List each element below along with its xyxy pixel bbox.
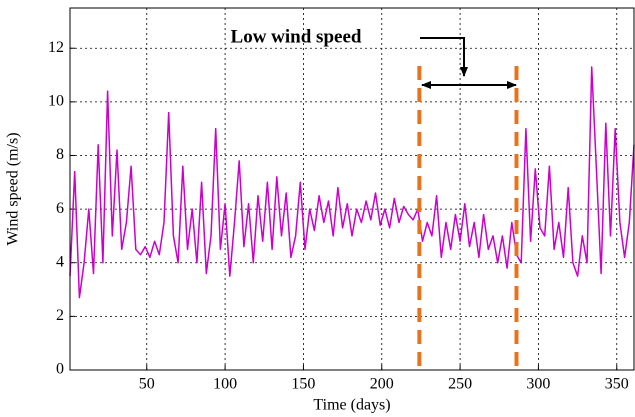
x-tick-label: 350 [605,376,629,393]
y-tick-label: 10 [48,93,64,110]
y-axis-label: Wind speed (m/s) [5,132,22,245]
wind-speed-line [69,66,635,299]
annotation: Low wind speed [231,26,362,47]
x-tick-label: 100 [213,376,237,393]
x-tick-label: 150 [291,376,315,393]
y-tick-label: 6 [56,200,64,217]
x-tick-label: 200 [370,376,394,393]
plot-frame [69,7,635,371]
x-axis-label: Time (days) [313,397,390,414]
y-tick-label: 4 [56,253,64,270]
y-tick-label: 2 [56,307,64,324]
y-tick-label: 0 [56,361,64,378]
x-tick-label: 300 [526,376,550,393]
x-tick-label: 50 [139,376,155,393]
x-tick-label: 250 [448,376,472,393]
y-tick-label: 12 [48,39,64,56]
y-tick-label: 8 [56,146,64,163]
plot-area [70,8,634,370]
annotation-arrow [420,37,468,77]
